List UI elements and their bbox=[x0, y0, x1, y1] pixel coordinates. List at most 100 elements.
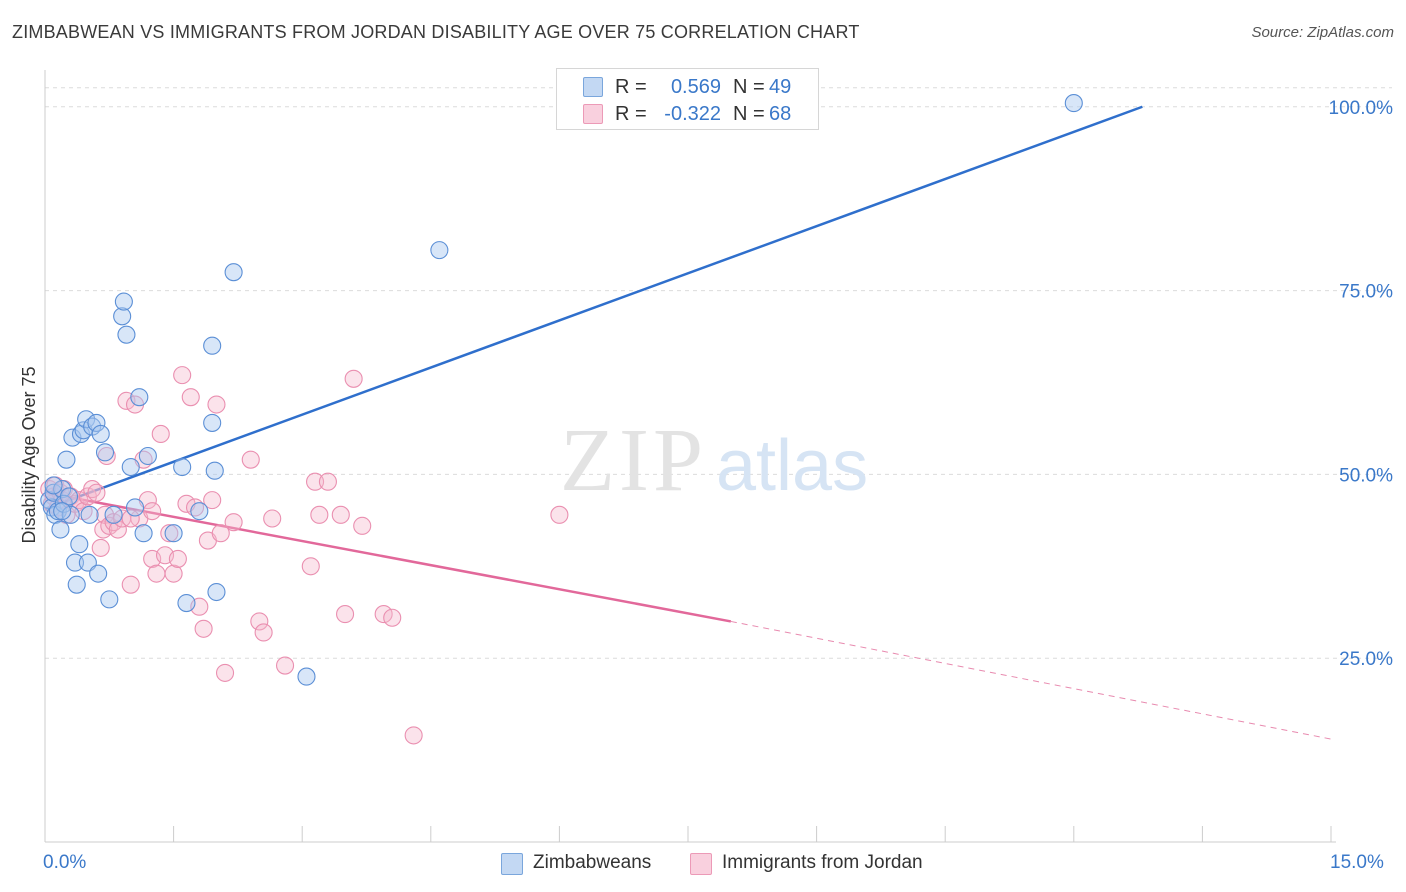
point-zimbabweans bbox=[134, 524, 153, 543]
watermark: ZIP atlas bbox=[560, 411, 868, 510]
point-jordan bbox=[344, 369, 363, 388]
point-jordan bbox=[121, 575, 140, 594]
point-jordan bbox=[550, 505, 569, 524]
legend-swatch-pink bbox=[583, 104, 603, 124]
point-zimbabweans bbox=[104, 505, 123, 524]
x-tick-label-min: 0.0% bbox=[43, 852, 87, 873]
point-jordan bbox=[160, 524, 179, 543]
point-zimbabweans bbox=[78, 553, 97, 572]
legend-label: Zimbabweans bbox=[533, 852, 652, 873]
point-jordan bbox=[331, 505, 350, 524]
point-jordan bbox=[151, 424, 170, 443]
point-jordan bbox=[310, 505, 329, 524]
legend-swatch-blue bbox=[501, 853, 523, 875]
watermark-atlas: atlas bbox=[716, 426, 868, 506]
y-tick-label: 25.0% bbox=[1339, 649, 1393, 670]
legend-swatch-pink bbox=[690, 853, 712, 875]
point-jordan bbox=[207, 395, 226, 414]
point-zimbabweans bbox=[59, 487, 79, 506]
point-zimbabweans bbox=[57, 450, 76, 469]
stats-row-jordan: R = -0.322 N = 68 bbox=[557, 100, 818, 128]
point-jordan bbox=[241, 450, 260, 469]
point-jordan bbox=[121, 509, 140, 528]
point-zimbabweans bbox=[121, 457, 140, 477]
point-zimbabweans bbox=[130, 388, 149, 407]
y-tick-label: 50.0% bbox=[1339, 465, 1393, 486]
stats-row-zimbabweans: R = 0.569 N = 49 bbox=[557, 73, 818, 101]
point-jordan bbox=[203, 491, 222, 510]
point-jordan bbox=[108, 520, 127, 539]
n-label: N = bbox=[733, 76, 765, 98]
point-zimbabweans bbox=[53, 502, 72, 521]
n-label: N = bbox=[733, 103, 765, 125]
point-zimbabweans bbox=[114, 292, 133, 311]
stats-legend: R = 0.569 N = 49 R = -0.322 N = 68 bbox=[556, 68, 819, 130]
point-jordan bbox=[254, 623, 273, 642]
n-value: 49 bbox=[769, 76, 792, 98]
source-label: Source: ZipAtlas.com bbox=[1251, 24, 1394, 41]
point-jordan bbox=[383, 608, 402, 627]
point-jordan bbox=[306, 472, 325, 491]
point-jordan bbox=[147, 564, 166, 583]
point-jordan bbox=[263, 509, 282, 528]
trend-line-jordan bbox=[44, 491, 732, 623]
point-zimbabweans bbox=[125, 498, 145, 517]
point-jordan bbox=[91, 538, 110, 557]
point-jordan bbox=[173, 366, 192, 385]
y-tick-labels: 25.0% 50.0% 75.0% 100.0% bbox=[1329, 98, 1394, 670]
point-zimbabweans bbox=[203, 413, 222, 432]
point-zimbabweans bbox=[51, 520, 70, 539]
point-jordan bbox=[211, 524, 230, 543]
data-points bbox=[40, 94, 1083, 745]
point-jordan bbox=[143, 502, 162, 521]
watermark-zip: ZIP bbox=[560, 411, 707, 510]
r-value: -0.322 bbox=[664, 103, 721, 125]
trend-line-zimbabweans bbox=[44, 105, 1143, 511]
n-value: 68 bbox=[769, 103, 792, 125]
point-zimbabweans bbox=[91, 424, 110, 443]
point-jordan bbox=[336, 605, 355, 624]
point-zimbabweans bbox=[80, 505, 99, 524]
point-jordan bbox=[404, 726, 423, 745]
point-jordan bbox=[164, 564, 183, 583]
point-jordan bbox=[194, 619, 213, 638]
point-zimbabweans bbox=[100, 590, 119, 609]
point-zimbabweans bbox=[65, 553, 85, 572]
point-jordan bbox=[87, 483, 106, 502]
y-tick-label: 100.0% bbox=[1329, 98, 1394, 119]
x-tick-label-max: 15.0% bbox=[1330, 852, 1384, 873]
point-zimbabweans bbox=[117, 325, 136, 344]
point-zimbabweans bbox=[224, 263, 243, 282]
point-zimbabweans bbox=[164, 524, 183, 543]
point-jordan bbox=[276, 656, 295, 675]
r-label: R = bbox=[615, 76, 647, 98]
point-zimbabweans bbox=[177, 593, 196, 613]
point-zimbabweans bbox=[190, 502, 209, 521]
point-zimbabweans bbox=[1064, 94, 1083, 113]
axes bbox=[44, 70, 1336, 843]
trend-lines bbox=[44, 105, 1332, 740]
point-zimbabweans bbox=[430, 241, 449, 260]
point-zimbabweans bbox=[95, 443, 115, 462]
point-jordan bbox=[181, 388, 200, 407]
point-zimbabweans bbox=[113, 307, 132, 326]
point-zimbabweans bbox=[173, 457, 192, 477]
r-value: 0.569 bbox=[670, 76, 721, 98]
r-label: R = bbox=[615, 103, 647, 125]
point-jordan bbox=[168, 549, 187, 568]
point-zimbabweans bbox=[70, 535, 89, 554]
point-zimbabweans bbox=[203, 336, 222, 355]
point-zimbabweans bbox=[297, 667, 316, 686]
point-zimbabweans bbox=[207, 582, 226, 602]
point-zimbabweans bbox=[44, 476, 63, 495]
chart-title: ZIMBABWEAN VS IMMIGRANTS FROM JORDAN DIS… bbox=[12, 22, 860, 42]
point-jordan bbox=[301, 557, 320, 576]
point-zimbabweans bbox=[205, 461, 224, 480]
y-tick-label: 75.0% bbox=[1339, 282, 1393, 303]
legend-label: Immigrants from Jordan bbox=[722, 852, 923, 873]
point-zimbabweans bbox=[138, 446, 157, 466]
point-jordan bbox=[224, 513, 243, 532]
point-zimbabweans bbox=[77, 410, 96, 429]
legend-swatch-blue bbox=[583, 77, 603, 97]
point-zimbabweans bbox=[67, 575, 86, 594]
